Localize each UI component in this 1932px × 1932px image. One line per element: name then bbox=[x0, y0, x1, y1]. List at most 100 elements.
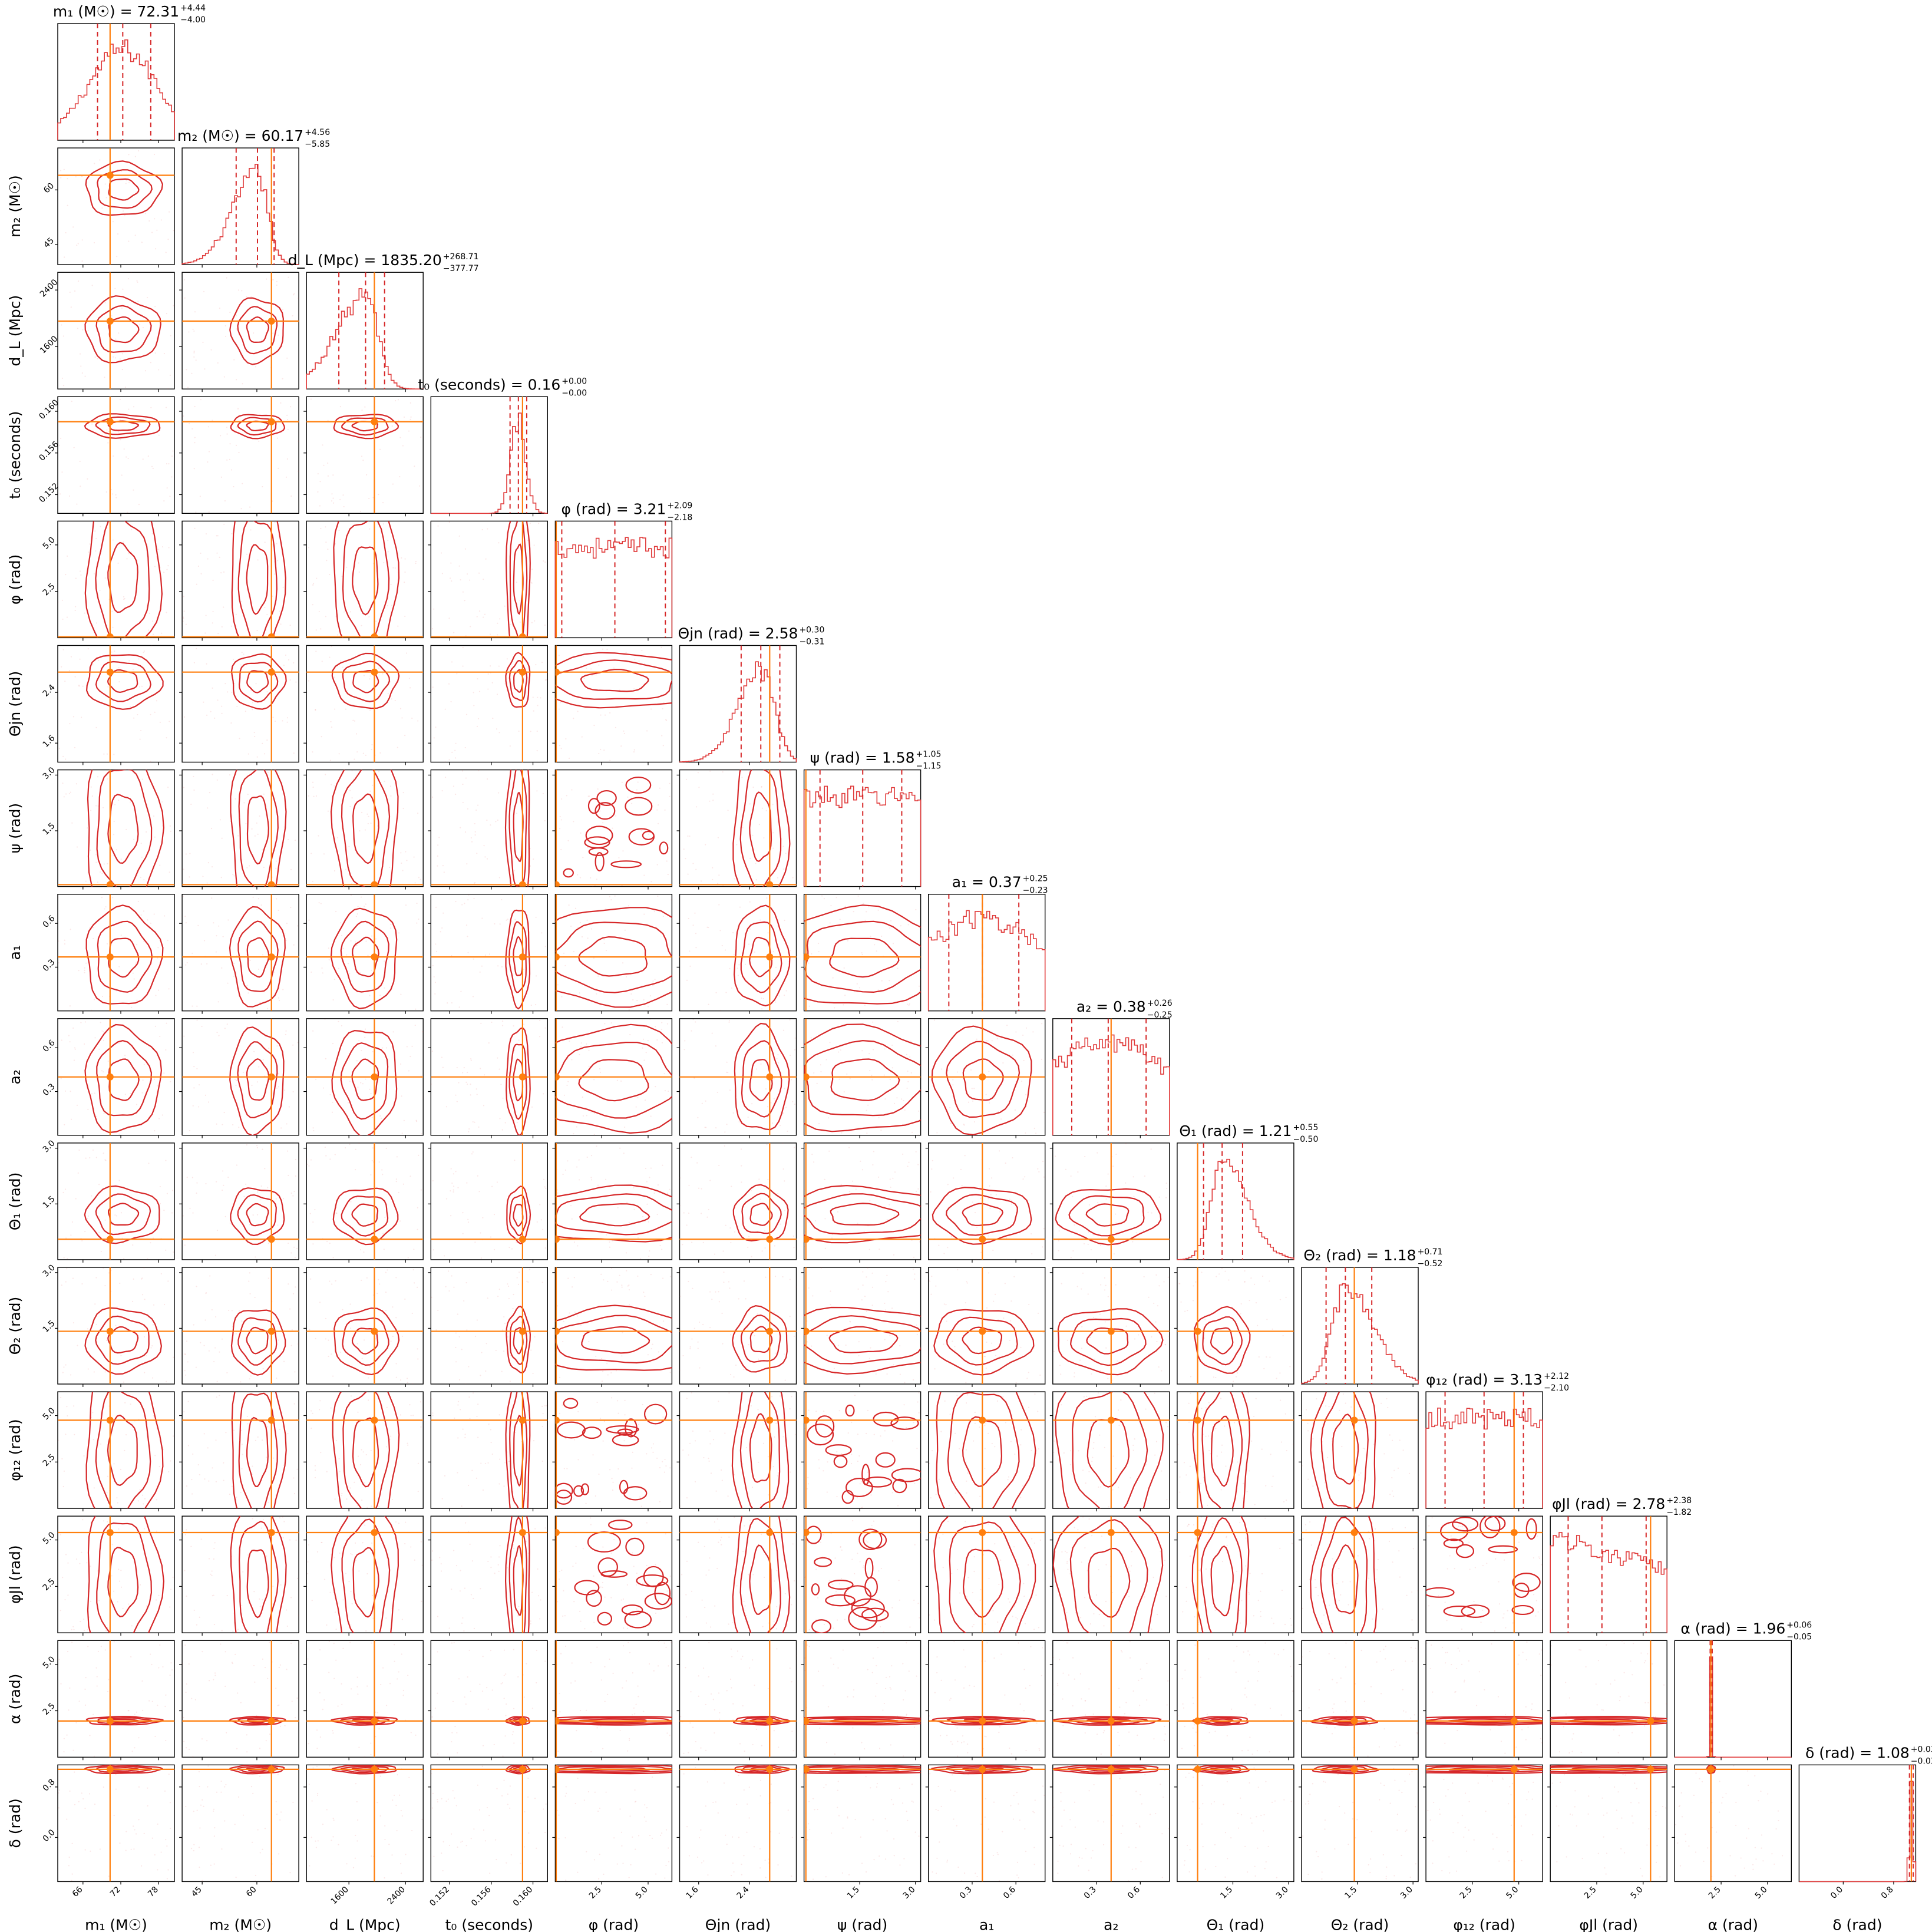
sample-dot bbox=[1072, 1250, 1074, 1252]
sample-dot bbox=[730, 1334, 732, 1336]
sample-dot bbox=[264, 541, 266, 543]
sample-dot bbox=[232, 1124, 234, 1126]
sample-dot bbox=[315, 629, 317, 631]
sample-dot bbox=[250, 1319, 252, 1320]
sample-dot bbox=[222, 1124, 223, 1125]
panel-frame bbox=[430, 769, 548, 887]
sample-dot bbox=[1145, 1464, 1147, 1465]
truth-point bbox=[1350, 1416, 1358, 1424]
sample-dot bbox=[732, 1621, 734, 1624]
sample-dot bbox=[566, 795, 567, 797]
sample-dot bbox=[355, 916, 358, 917]
sample-dot bbox=[401, 557, 402, 559]
sample-dot bbox=[233, 486, 235, 488]
sample-dot bbox=[595, 1355, 597, 1358]
sample-dot bbox=[1038, 1627, 1039, 1629]
sample-dot bbox=[476, 616, 478, 617]
sample-dot bbox=[196, 1286, 197, 1287]
contour-level-2 bbox=[947, 1392, 1020, 1509]
sample-dot bbox=[89, 543, 91, 545]
sample-dot bbox=[602, 1440, 604, 1442]
sample-dot bbox=[533, 710, 534, 712]
sample-dot bbox=[111, 493, 114, 495]
sample-dot bbox=[534, 1336, 536, 1338]
contour-level-2 bbox=[238, 662, 279, 703]
sample-dot bbox=[319, 1302, 321, 1303]
sample-dot bbox=[1178, 1283, 1180, 1284]
sample-dot bbox=[90, 786, 92, 788]
sample-dot bbox=[1164, 1343, 1166, 1346]
sample-dot bbox=[891, 1307, 893, 1309]
sample-dot bbox=[171, 1212, 173, 1214]
sample-dot bbox=[989, 1102, 990, 1104]
sample-dot bbox=[1145, 1408, 1147, 1410]
sample-dot bbox=[73, 1405, 75, 1407]
sample-dot bbox=[120, 1212, 122, 1214]
sample-dot bbox=[194, 405, 196, 408]
sample-dot bbox=[754, 1335, 755, 1336]
sample-dot bbox=[93, 999, 95, 1000]
sample-dot bbox=[784, 995, 785, 996]
truth-point bbox=[267, 418, 275, 425]
sample-dot bbox=[437, 865, 438, 867]
sample-dot bbox=[858, 1355, 860, 1356]
sample-dot bbox=[445, 1198, 448, 1200]
hist-panel-t0: t₀ (seconds) = 0.16 +0.00−0.00 bbox=[418, 376, 587, 514]
panel-t0-theta2 bbox=[430, 1267, 548, 1385]
sample-dot bbox=[490, 1429, 491, 1431]
sample-dot bbox=[74, 1048, 76, 1050]
sample-dot bbox=[929, 1462, 930, 1464]
sample-dot bbox=[448, 1270, 450, 1272]
sample-dot bbox=[185, 623, 187, 625]
sample-dot bbox=[404, 571, 406, 573]
contour-level-2 bbox=[96, 1040, 153, 1117]
sample-dot bbox=[818, 1122, 820, 1125]
sample-dot bbox=[235, 315, 237, 316]
sample-dot bbox=[154, 1130, 156, 1132]
sample-dot bbox=[1368, 1429, 1369, 1431]
sample-dot bbox=[252, 1518, 253, 1520]
sample-dot bbox=[124, 214, 126, 216]
sample-dot bbox=[357, 1086, 359, 1088]
contour-level-2 bbox=[1069, 1317, 1147, 1366]
sample-dot bbox=[243, 1195, 245, 1197]
sample-dot bbox=[916, 1448, 918, 1449]
sample-dot bbox=[204, 1478, 206, 1480]
sample-dot bbox=[325, 526, 326, 528]
sample-dot bbox=[695, 1021, 696, 1023]
sample-dot bbox=[1224, 1425, 1226, 1427]
sample-dot bbox=[338, 753, 340, 755]
sample-dot bbox=[1226, 1535, 1227, 1537]
contour-blob bbox=[621, 1604, 643, 1616]
sample-dot bbox=[60, 1396, 62, 1398]
sample-dot bbox=[242, 1454, 243, 1455]
contour-level-2 bbox=[946, 1194, 1018, 1236]
sample-dot bbox=[240, 1492, 242, 1494]
sample-dot bbox=[1014, 1109, 1016, 1111]
sample-dot bbox=[488, 1424, 490, 1425]
sample-dot bbox=[255, 1267, 256, 1269]
sample-dot bbox=[107, 1521, 108, 1523]
sample-dot bbox=[156, 229, 158, 231]
sample-dot bbox=[60, 170, 62, 171]
sample-dot bbox=[361, 409, 363, 411]
sample-dot bbox=[231, 533, 233, 534]
sample-dot bbox=[341, 934, 343, 937]
sample-dot bbox=[417, 720, 419, 722]
sample-dot bbox=[62, 649, 64, 650]
sample-dot bbox=[366, 1573, 368, 1575]
sample-dot bbox=[853, 911, 854, 913]
sample-dot bbox=[121, 368, 123, 371]
sample-dot bbox=[82, 329, 84, 331]
sample-dot bbox=[1128, 1566, 1130, 1568]
sample-dot bbox=[470, 837, 472, 839]
sample-dot bbox=[506, 1567, 508, 1568]
sample-dot bbox=[405, 652, 408, 654]
sample-dot bbox=[760, 1063, 762, 1065]
sample-dot bbox=[949, 1107, 951, 1109]
sample-dot bbox=[191, 372, 193, 374]
sample-dot bbox=[123, 596, 125, 597]
sample-dot bbox=[573, 821, 574, 823]
sample-dot bbox=[484, 955, 486, 956]
sample-dot bbox=[795, 1286, 797, 1288]
